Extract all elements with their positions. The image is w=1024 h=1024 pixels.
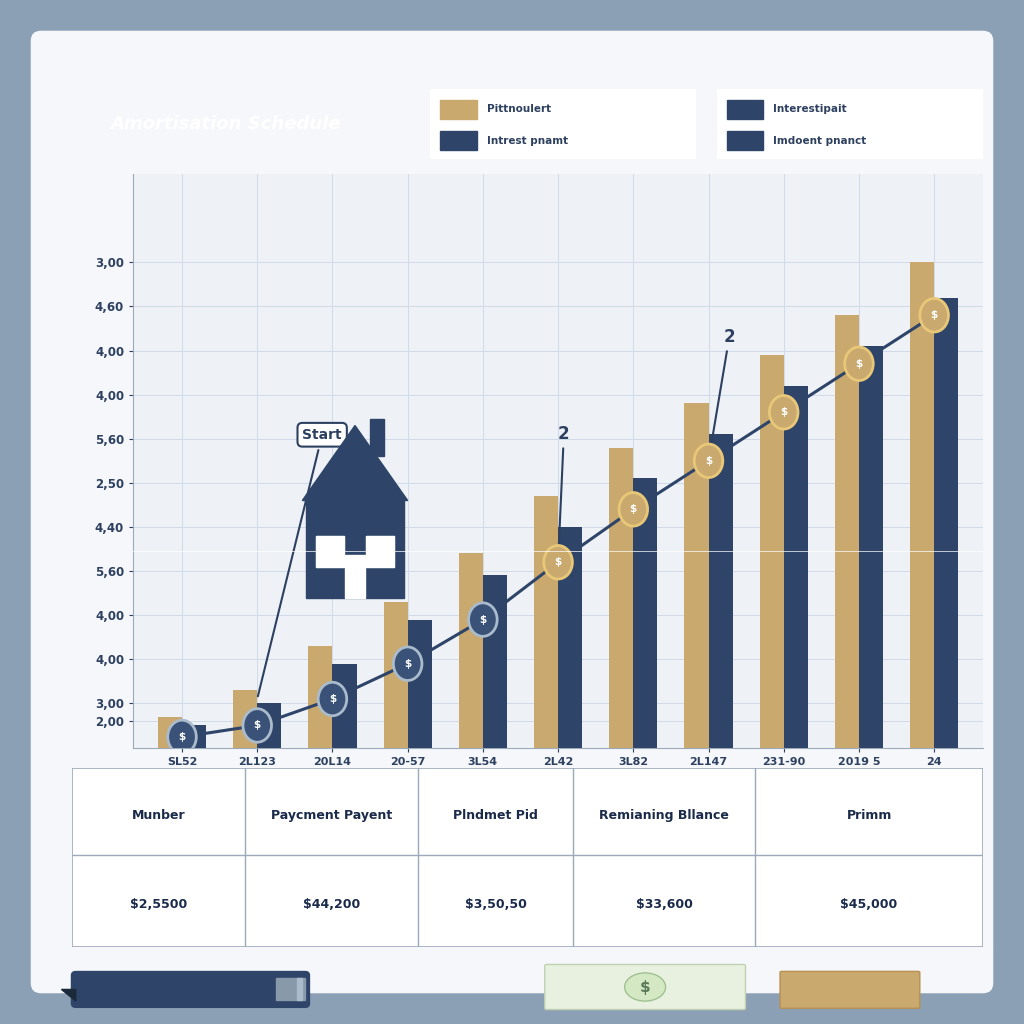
Text: $: $ (780, 408, 787, 417)
Polygon shape (302, 426, 408, 501)
Text: $33,600: $33,600 (636, 898, 692, 910)
Bar (558, 527, 583, 748)
Bar (384, 602, 408, 748)
FancyBboxPatch shape (714, 87, 986, 161)
Text: $: $ (479, 614, 486, 625)
Bar (333, 664, 356, 748)
Bar (370, 420, 384, 457)
Circle shape (318, 682, 347, 716)
FancyBboxPatch shape (427, 87, 699, 161)
FancyBboxPatch shape (72, 972, 309, 1008)
Bar (459, 553, 483, 748)
Text: $: $ (705, 456, 712, 466)
Circle shape (618, 493, 647, 526)
Text: Primm: Primm (847, 809, 892, 822)
Bar (308, 646, 333, 748)
Bar (315, 536, 344, 566)
Bar (408, 620, 432, 748)
Bar (297, 978, 302, 999)
Bar (609, 447, 633, 748)
Bar (366, 536, 394, 566)
Text: Intrest pnamt: Intrest pnamt (486, 135, 567, 145)
Text: $44,200: $44,200 (303, 898, 360, 910)
Text: Munber: Munber (131, 809, 185, 822)
Bar (158, 717, 182, 748)
Bar (257, 703, 282, 748)
Bar (233, 690, 257, 748)
Text: 2: 2 (558, 425, 569, 559)
Bar (934, 298, 958, 748)
FancyBboxPatch shape (780, 972, 920, 1009)
Circle shape (243, 709, 271, 742)
Bar (534, 496, 558, 748)
Bar (760, 355, 783, 748)
Circle shape (625, 973, 666, 1001)
Text: $: $ (640, 980, 650, 994)
Bar (709, 434, 732, 748)
Bar (440, 131, 476, 151)
Text: Pittnoulert: Pittnoulert (486, 104, 551, 115)
Text: $: $ (630, 505, 637, 514)
Bar (182, 725, 206, 748)
Text: Interestipait: Interestipait (773, 104, 847, 115)
Bar (345, 555, 365, 598)
Text: Paycment Payent: Paycment Payent (270, 809, 392, 822)
FancyBboxPatch shape (545, 965, 745, 1010)
Bar (859, 346, 883, 748)
Bar (910, 262, 934, 748)
Text: $: $ (329, 694, 336, 703)
Text: $2,5500: $2,5500 (130, 898, 187, 910)
Text: Start: Start (258, 428, 342, 696)
Text: $45,000: $45,000 (841, 898, 898, 910)
Bar (835, 315, 859, 748)
Polygon shape (61, 989, 76, 1001)
Bar (306, 496, 403, 598)
Text: $: $ (931, 310, 938, 321)
Circle shape (393, 647, 422, 681)
Bar (633, 478, 657, 748)
Circle shape (694, 444, 723, 477)
Bar (783, 386, 808, 748)
Bar (315, 536, 344, 566)
Text: Amortisation Schedule: Amortisation Schedule (110, 115, 341, 133)
Circle shape (920, 298, 948, 332)
Text: $: $ (254, 721, 261, 730)
Text: Imdoent pnanct: Imdoent pnanct (773, 135, 866, 145)
Bar (727, 99, 764, 119)
Bar (276, 978, 305, 999)
Bar (483, 575, 507, 748)
Text: 2: 2 (709, 328, 735, 458)
Text: $: $ (404, 658, 412, 669)
Bar (684, 403, 709, 748)
Bar (440, 99, 476, 119)
Circle shape (469, 603, 498, 636)
Text: Plndmet Pid: Plndmet Pid (453, 809, 538, 822)
Text: Remianing Bllance: Remianing Bllance (599, 809, 729, 822)
Text: $3,50,50: $3,50,50 (465, 898, 526, 910)
Text: $: $ (855, 358, 862, 369)
Text: $: $ (178, 732, 185, 742)
Circle shape (769, 395, 798, 429)
Bar (727, 131, 764, 151)
Text: $: $ (554, 557, 562, 567)
Bar (366, 536, 394, 566)
Circle shape (168, 720, 197, 754)
Circle shape (544, 546, 572, 579)
Circle shape (845, 347, 873, 381)
